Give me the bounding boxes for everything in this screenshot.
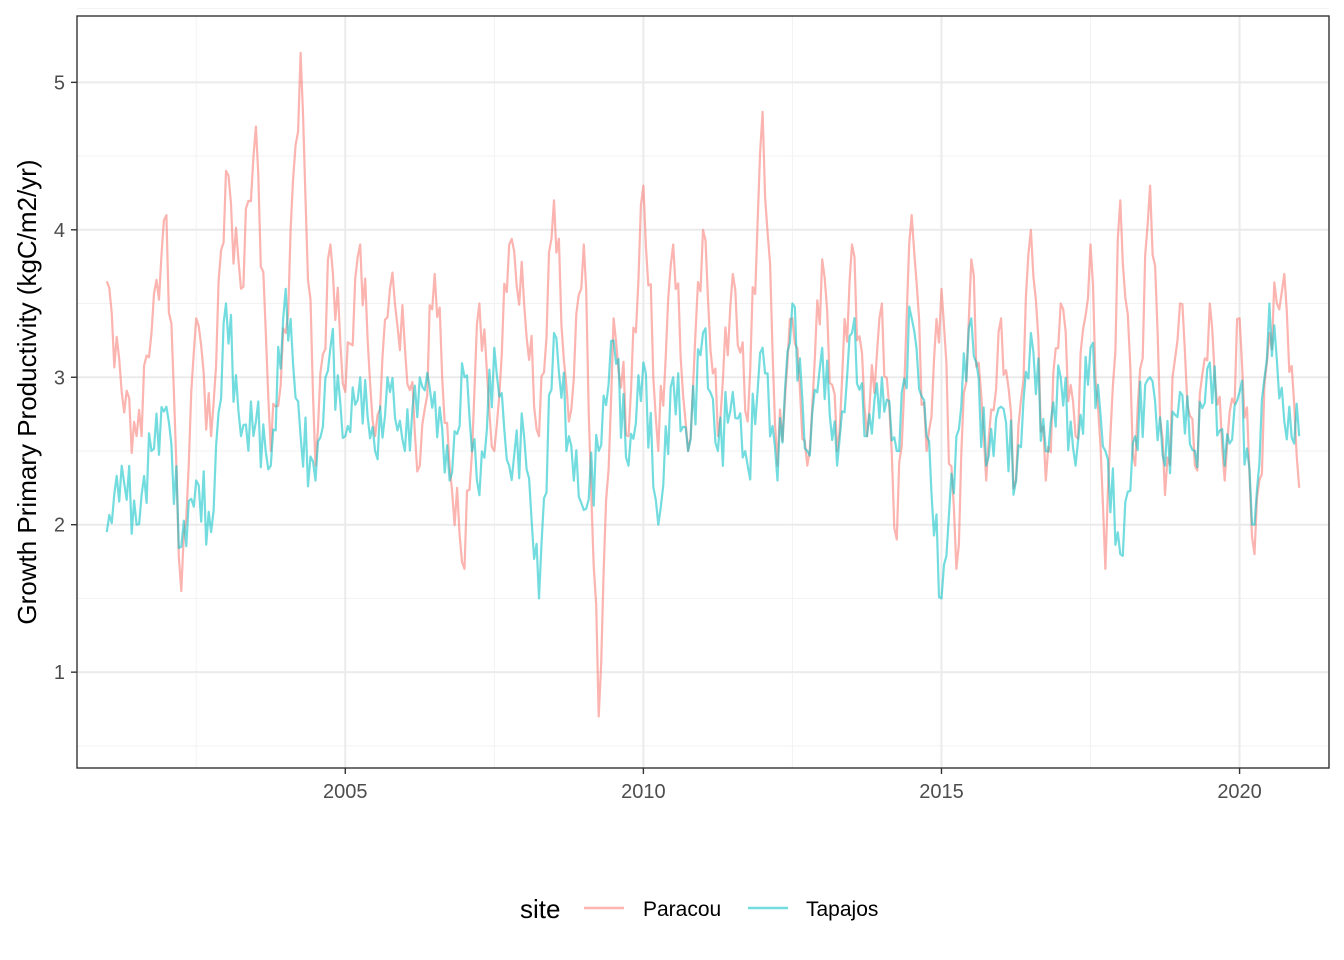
x-tick-label: 2015 — [919, 781, 964, 803]
legend-label-tapajos: Tapajos — [806, 898, 878, 921]
legend: site Paracou Tapajos — [520, 894, 878, 924]
y-axis: 1 2 3 4 5 — [54, 72, 77, 684]
y-tick-label: 4 — [54, 220, 65, 242]
series-layer — [105, 51, 1301, 718]
y-tick-label: 3 — [54, 367, 65, 389]
x-tick-label: 2010 — [621, 781, 666, 803]
plot-panel-border — [76, 15, 1330, 769]
x-tick-label: 2020 — [1217, 781, 1262, 803]
legend-label-paracou: Paracou — [643, 898, 721, 921]
legend-title: site — [520, 894, 560, 924]
x-axis: 2005 2010 2015 2020 — [323, 768, 1262, 803]
series-line-paracou — [105, 51, 1301, 718]
series-line-tapajos — [105, 287, 1301, 600]
y-tick-label: 1 — [54, 662, 65, 684]
y-axis-title: Growth Primary Productivity (kgC/m2/yr) — [12, 159, 42, 624]
y-tick-label: 5 — [54, 72, 65, 94]
y-tick-label: 2 — [54, 515, 65, 537]
x-tick-label: 2005 — [323, 781, 368, 803]
